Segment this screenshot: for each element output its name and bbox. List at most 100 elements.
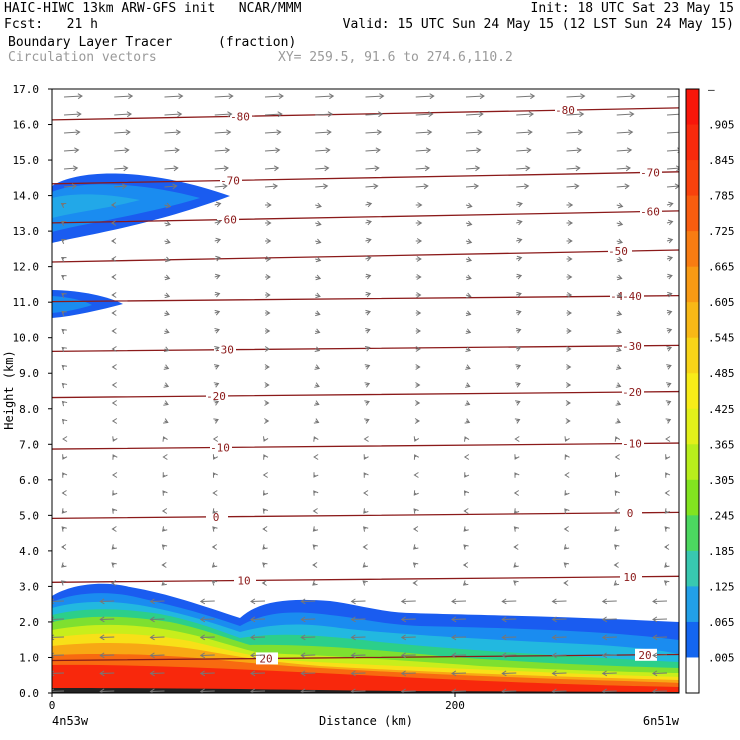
wind-vector [365,131,382,134]
wind-vector [552,600,567,602]
wind-vector-head [551,598,557,605]
y-tick-label: 11.0 [13,296,40,309]
wind-vector [415,113,433,116]
wind-vector-head [466,274,472,281]
wind-vector-head [428,111,434,118]
wind-vector-head [575,165,581,172]
isotherm-label: 10 [237,574,250,587]
wind-vector [566,167,580,170]
wind-vector [652,690,668,692]
wind-vector-head [211,562,218,568]
wind-vector-head [262,562,268,568]
wind-vector-head [265,328,271,334]
wind-vector [150,690,165,692]
wind-vector [552,618,567,620]
wind-vector-head [178,93,184,100]
wind-vector-head [667,237,674,244]
colorbar-swatch [686,444,699,481]
wind-vector-head [624,183,630,190]
isotherm-contours: -80-80-70-70-60-60-50-50-40-40-30-30-20-… [52,104,679,665]
wind-vector-head [164,256,171,263]
wind-vector-head [350,652,356,659]
wind-vector-head [362,562,369,568]
wind-vector-head [263,436,269,442]
wind-vector-head [429,93,435,100]
wind-vector-head [111,274,117,280]
wind-vector-head [614,544,620,550]
wind-vector-head [111,256,117,262]
wind-vector [351,672,366,674]
wind-vector-head [462,562,469,568]
wind-vector-head [417,202,423,208]
wind-vector-head [477,129,483,136]
wind-vector-head [551,688,557,693]
wind-vector-head [163,418,169,424]
wind-vector [63,131,80,134]
plot-frame [51,88,680,694]
wind-vector [552,636,567,638]
wind-vector [301,600,316,602]
wind-vector-head [664,526,670,532]
wind-vector-head [613,580,620,586]
colorbar-swatch [686,586,699,623]
wind-vector-head [551,634,557,641]
wind-vector-head [424,165,430,172]
isotherm-line [52,249,679,263]
wind-vector-head [615,382,622,388]
wind-vector-head [61,256,67,263]
wind-vector-head [164,292,171,299]
wind-vector-head [99,652,105,659]
wind-vector-head [126,111,133,118]
wind-vector-head [617,274,623,281]
wind-vector-head [99,688,105,693]
wind-vector-head [513,544,519,550]
wind-vector-head [223,165,229,172]
wind-vector [566,185,579,188]
wind-vector [214,167,229,170]
wind-vector-head [501,598,507,605]
wind-vector-head [566,328,572,334]
wind-vector-head [165,220,171,227]
wind-vector [315,113,333,116]
isotherm-line [52,390,679,399]
wind-vector-head [577,129,584,136]
wind-vector-head [617,256,623,263]
wind-vector-head [162,472,168,478]
wind-vector-head [564,472,570,478]
wind-vector-head [112,454,118,460]
wind-vector-head [199,688,205,693]
wind-vector [415,149,431,152]
wind-vector-head [215,219,222,226]
wind-vector [250,672,266,674]
colorbar-label: .725 [708,225,735,238]
wind-vector [114,113,132,116]
wind-vector [451,600,467,602]
wind-vector-head [567,256,573,262]
colorbar-swatch [686,621,699,658]
wind-vector [465,149,481,152]
wind-vector-head [415,364,421,370]
wind-vector [666,203,673,206]
isotherm-line [52,294,679,303]
wind-vector-head [263,454,269,460]
wind-vector-head [175,129,182,136]
wind-vector-head [61,562,67,568]
wind-vector-head [668,201,674,208]
wind-vector [200,636,215,638]
wind-vector-head [250,634,256,641]
wind-vector-head [363,436,369,442]
wind-vector [114,149,129,152]
isotherm-label-bg [234,574,256,587]
isotherm-line [52,107,679,121]
wind-vector-head [176,111,183,118]
wind-vector [214,113,232,116]
y-tick-label: 3.0 [19,580,39,593]
wind-vector-head [614,454,620,460]
isotherm-label: -20 [622,386,642,399]
y-tick-label: 4.0 [19,545,39,558]
wind-vector [666,95,679,98]
wind-vector-head [61,508,67,514]
wind-vector-head [412,526,419,532]
wind-vector-head [300,616,306,623]
colorbar-label: .365 [708,438,735,451]
